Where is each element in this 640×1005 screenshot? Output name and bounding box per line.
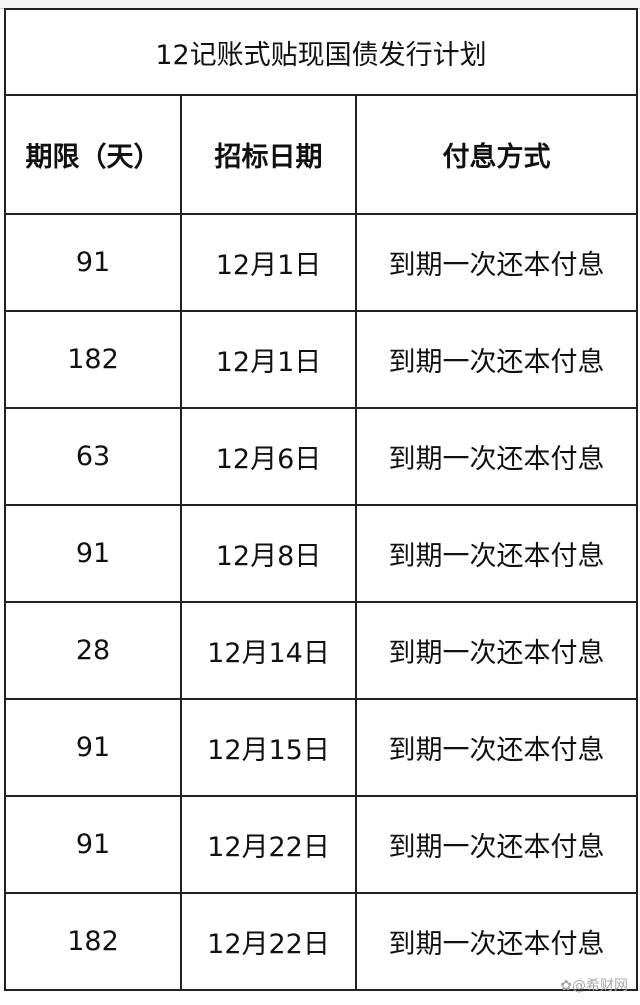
interest-method-cell: 到期一次还本付息 <box>354 407 639 506</box>
table-row: 182 12月1日 到期一次还本付息 <box>4 310 639 409</box>
term-cell: 91 <box>4 504 182 603</box>
table-row: 91 12月1日 到期一次还本付息 <box>4 213 639 312</box>
table-row: 28 12月14日 到期一次还本付息 <box>4 601 639 700</box>
auction-date-cell: 12月1日 <box>180 310 357 409</box>
interest-method-cell: 到期一次还本付息 <box>354 310 639 409</box>
term-cell: 182 <box>4 892 182 991</box>
table-row: 91 12月22日 到期一次还本付息 <box>4 795 639 894</box>
interest-method-cell: 到期一次还本付息 <box>354 601 639 700</box>
term-cell: 91 <box>4 213 182 312</box>
header-term: 期限（天） <box>4 94 182 215</box>
table-row: 91 12月8日 到期一次还本付息 <box>4 504 639 603</box>
auction-date-cell: 12月15日 <box>180 698 357 797</box>
auction-date-cell: 12月8日 <box>180 504 357 603</box>
table-row: 63 12月6日 到期一次还本付息 <box>4 407 639 506</box>
interest-method-cell: 到期一次还本付息 <box>354 795 639 894</box>
header-row: 期限（天） 招标日期 付息方式 <box>4 94 639 215</box>
interest-method-cell: 到期一次还本付息 <box>354 698 639 797</box>
auction-date-cell: 12月1日 <box>180 213 357 312</box>
auction-date-cell: 12月22日 <box>180 892 357 991</box>
term-cell: 182 <box>4 310 182 409</box>
table-row: 182 12月22日 到期一次还本付息 <box>4 892 639 991</box>
table-title: 12记账式贴现国债发行计划 <box>3 8 639 96</box>
header-auction-date: 招标日期 <box>180 94 357 215</box>
term-cell: 91 <box>4 698 182 797</box>
auction-date-cell: 12月14日 <box>180 601 357 700</box>
bond-issuance-table: 12记账式贴现国债发行计划 期限（天） 招标日期 付息方式 91 12月1日 到期一… <box>3 8 639 991</box>
watermark: ✿@希财网 <box>560 978 628 994</box>
interest-method-cell: 到期一次还本付息 <box>354 213 639 312</box>
interest-method-cell: 到期一次还本付息 <box>354 892 639 991</box>
term-cell: 28 <box>4 601 182 700</box>
table-row: 91 12月15日 到期一次还本付息 <box>4 698 639 797</box>
auction-date-cell: 12月22日 <box>180 795 357 894</box>
auction-date-cell: 12月6日 <box>180 407 357 506</box>
interest-method-cell: 到期一次还本付息 <box>354 504 639 603</box>
term-cell: 91 <box>4 795 182 894</box>
title-row: 12记账式贴现国债发行计划 <box>3 8 639 96</box>
term-cell: 63 <box>4 407 182 506</box>
header-interest-method: 付息方式 <box>354 94 639 215</box>
